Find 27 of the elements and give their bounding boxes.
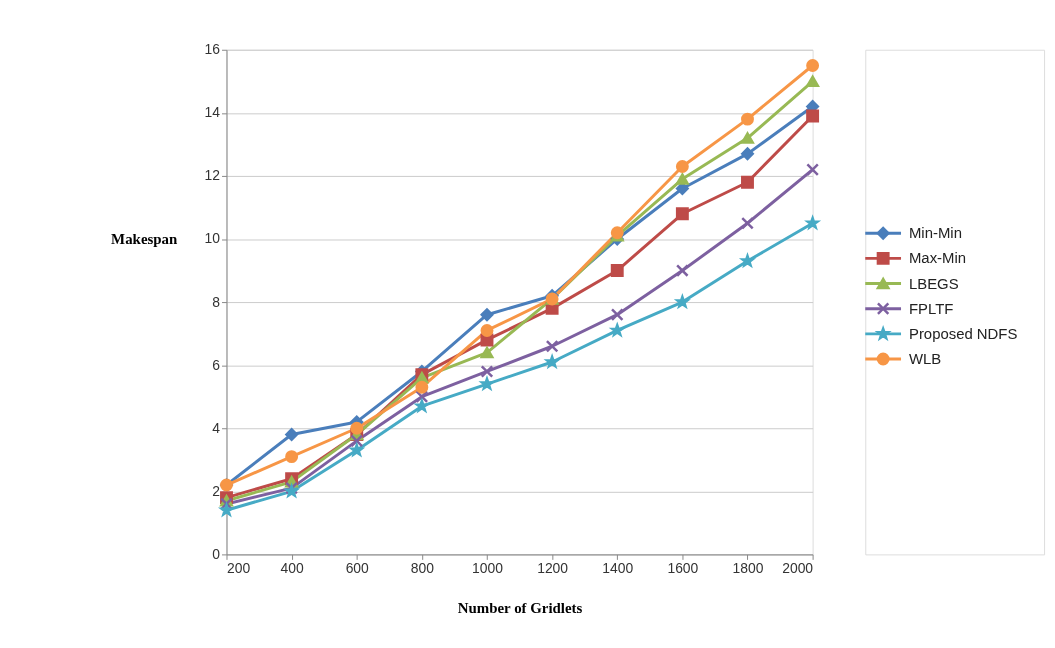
- x-tick-label: 1000: [472, 559, 504, 576]
- x-tick-label: 1600: [667, 559, 699, 576]
- x-tick-label: 800: [410, 559, 435, 576]
- legend-label: Max-Min: [908, 250, 967, 267]
- legend-label: FPLTF: [908, 300, 954, 317]
- x-tick-label: 1400: [602, 559, 634, 576]
- y-tick-label: 4: [212, 419, 221, 436]
- legend-label: WLB: [908, 351, 942, 367]
- legend-label: LBEGS: [908, 275, 959, 292]
- x-tick-label: 2000: [782, 559, 814, 576]
- y-tick-label: 8: [212, 293, 221, 310]
- y-tick-label: 12: [204, 167, 221, 184]
- y-tick-label: 14: [204, 104, 221, 121]
- y-tick-label: 16: [204, 41, 221, 58]
- y-tick-label: 2: [212, 482, 221, 499]
- legend-label: Min-Min: [908, 225, 962, 242]
- x-tick-label: 200: [226, 559, 251, 576]
- y-tick-label: 10: [204, 230, 221, 247]
- x-tick-label: 600: [345, 559, 370, 576]
- x-axis-title: Number of Gridlets: [457, 599, 583, 616]
- y-tick-label: 6: [212, 356, 221, 373]
- y-axis-title: Makespan: [111, 230, 179, 247]
- x-tick-label: 1800: [732, 559, 764, 576]
- x-tick-label: 1200: [537, 559, 569, 576]
- y-tick-label: 0: [212, 545, 221, 562]
- legend-label: Proposed NDFS: [908, 325, 1018, 342]
- x-tick-label: 400: [280, 559, 304, 576]
